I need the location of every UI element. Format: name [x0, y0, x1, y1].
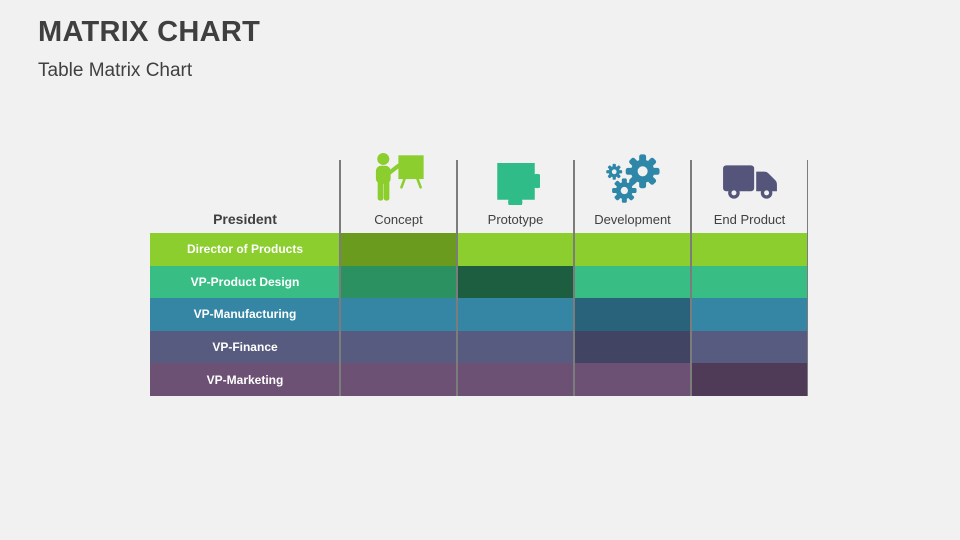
matrix-row: VP-Marketing	[150, 363, 808, 396]
puzzle-piece-icon	[492, 143, 540, 205]
row-label-cell: Director of Products	[150, 233, 340, 266]
column-header-label: End Product	[713, 212, 786, 227]
column-divider	[339, 160, 341, 396]
matrix-cell	[340, 265, 457, 299]
matrix-chart: President	[150, 138, 808, 396]
row-label: VP-Finance	[212, 340, 278, 355]
matrix-cell	[457, 298, 574, 331]
matrix-cell	[340, 233, 457, 266]
matrix-cell	[574, 330, 691, 364]
column-header-development: Development	[574, 138, 691, 233]
matrix-cell	[691, 298, 808, 331]
matrix-cell	[574, 265, 691, 299]
matrix-row: VP-Finance	[150, 330, 808, 364]
matrix-cell	[691, 330, 808, 364]
matrix-cell	[574, 298, 691, 331]
delivery-truck-icon	[721, 143, 779, 205]
matrix-cell	[691, 265, 808, 299]
matrix-cell	[457, 363, 574, 396]
matrix-row: VP-Product Design	[150, 265, 808, 299]
row-label-cell: VP-Finance	[150, 330, 340, 364]
matrix-cell	[457, 330, 574, 364]
row-label: VP-Product Design	[190, 274, 300, 289]
row-label: VP-Manufacturing	[193, 307, 297, 322]
row-header-cell: President	[150, 138, 340, 233]
row-header-label: President	[213, 211, 277, 227]
matrix-cell	[340, 298, 457, 331]
matrix-cell	[574, 233, 691, 266]
gears-icon	[605, 143, 660, 205]
matrix-cell	[340, 363, 457, 396]
page-subtitle: Table Matrix Chart	[38, 60, 193, 81]
matrix-row: VP-Manufacturing	[150, 298, 808, 331]
column-header-label: Development	[594, 212, 671, 227]
column-divider	[806, 160, 808, 396]
presenter-easel-icon	[371, 143, 426, 205]
matrix-cell	[457, 265, 574, 299]
matrix-cell	[340, 330, 457, 364]
matrix-row: Director of Products	[150, 233, 808, 266]
row-label: Director of Products	[186, 242, 303, 257]
matrix-header-row: President	[150, 138, 808, 233]
row-label-cell: VP-Manufacturing	[150, 298, 340, 331]
column-divider	[573, 160, 575, 396]
page-title: MATRIX CHART	[38, 16, 261, 48]
matrix-cell	[574, 363, 691, 396]
column-header-concept: Concept	[340, 138, 457, 233]
row-label-cell: VP-Marketing	[150, 363, 340, 396]
matrix-cell	[691, 363, 808, 396]
matrix-cell	[691, 233, 808, 266]
column-divider	[690, 160, 692, 396]
matrix-cell	[457, 233, 574, 266]
column-header-label: Prototype	[487, 212, 544, 227]
column-divider	[456, 160, 458, 396]
column-header-end-product: End Product	[691, 138, 808, 233]
column-header-prototype: Prototype	[457, 138, 574, 233]
row-label-cell: VP-Product Design	[150, 265, 340, 299]
column-header-label: Concept	[374, 212, 423, 227]
row-label: VP-Marketing	[206, 372, 284, 387]
